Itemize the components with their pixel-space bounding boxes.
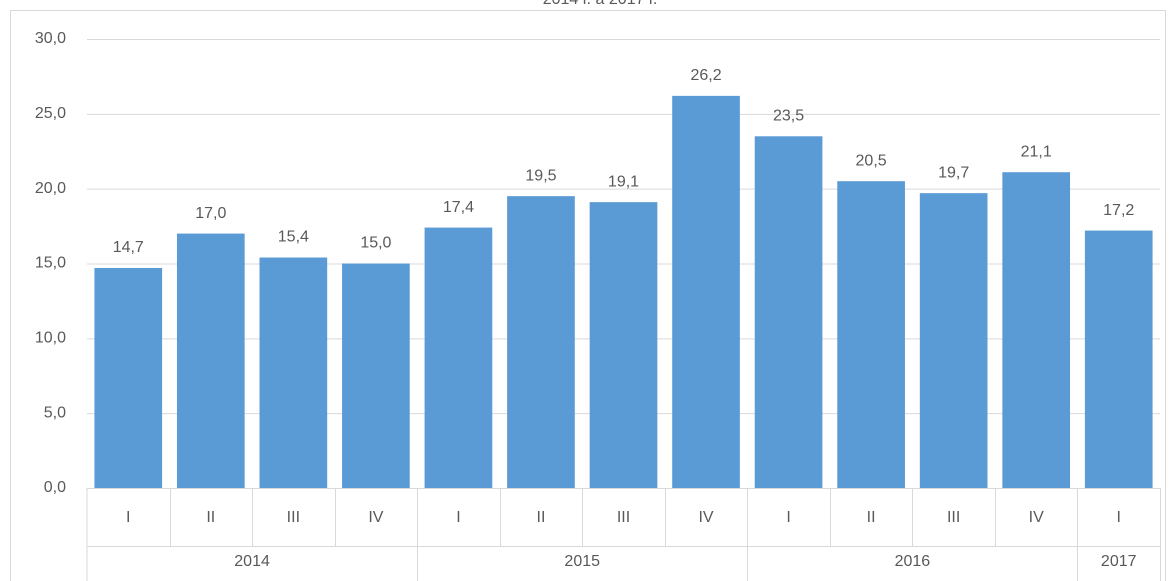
data-label: 21,1 [1021, 143, 1052, 160]
y-tick-label: 15,0 [35, 255, 66, 272]
bar [342, 263, 410, 488]
bar [1002, 172, 1071, 488]
data-label: 23,5 [773, 108, 804, 125]
chart-frame [10, 10, 1166, 581]
x-tick-label: IV [1029, 509, 1044, 526]
data-label: 19,7 [938, 164, 969, 181]
data-label: 17,4 [443, 199, 474, 216]
bar [507, 196, 575, 488]
bar [589, 202, 658, 489]
bar [424, 227, 493, 488]
x-tick-label: III [287, 509, 300, 526]
group-label: 2016 [895, 553, 931, 570]
data-label: 19,5 [525, 167, 556, 184]
bar [259, 257, 328, 488]
bar [837, 181, 905, 488]
x-tick-label: II [537, 509, 546, 526]
group-label: 2017 [1101, 553, 1137, 570]
data-label: 26,2 [690, 67, 721, 84]
x-tick-label: IV [368, 509, 383, 526]
y-tick-label: 10,0 [35, 330, 66, 347]
chart-title: 2014 г. а 2017 г. [543, 0, 658, 8]
data-label: 15,4 [278, 229, 309, 246]
x-tick-label: III [947, 509, 960, 526]
x-tick-label: I [786, 509, 790, 526]
y-tick-label: 5,0 [44, 404, 66, 421]
group-label: 2015 [564, 553, 600, 570]
x-tick-label: I [456, 509, 460, 526]
y-tick-label: 25,0 [35, 105, 66, 122]
bar [754, 136, 823, 489]
bar [176, 233, 245, 488]
bar [919, 193, 988, 488]
data-label: 19,1 [608, 173, 639, 190]
x-tick-label: II [867, 509, 876, 526]
y-tick-label: 0,0 [44, 479, 66, 496]
x-tick-label: III [617, 509, 630, 526]
x-tick-label: IV [698, 509, 713, 526]
data-label: 17,2 [1103, 202, 1134, 219]
data-label: 20,5 [856, 152, 887, 169]
y-tick-label: 30,0 [35, 30, 66, 47]
x-tick-label: I [126, 509, 130, 526]
bar [94, 267, 163, 488]
group-label: 2014 [234, 553, 270, 570]
data-label: 17,0 [195, 205, 226, 222]
x-tick-label: I [1117, 509, 1121, 526]
y-tick-label: 20,0 [35, 180, 66, 197]
data-label: 14,7 [113, 239, 144, 256]
x-tick-label: II [206, 509, 215, 526]
bar [672, 95, 740, 488]
bar [1084, 230, 1153, 488]
data-label: 15,0 [360, 235, 391, 252]
